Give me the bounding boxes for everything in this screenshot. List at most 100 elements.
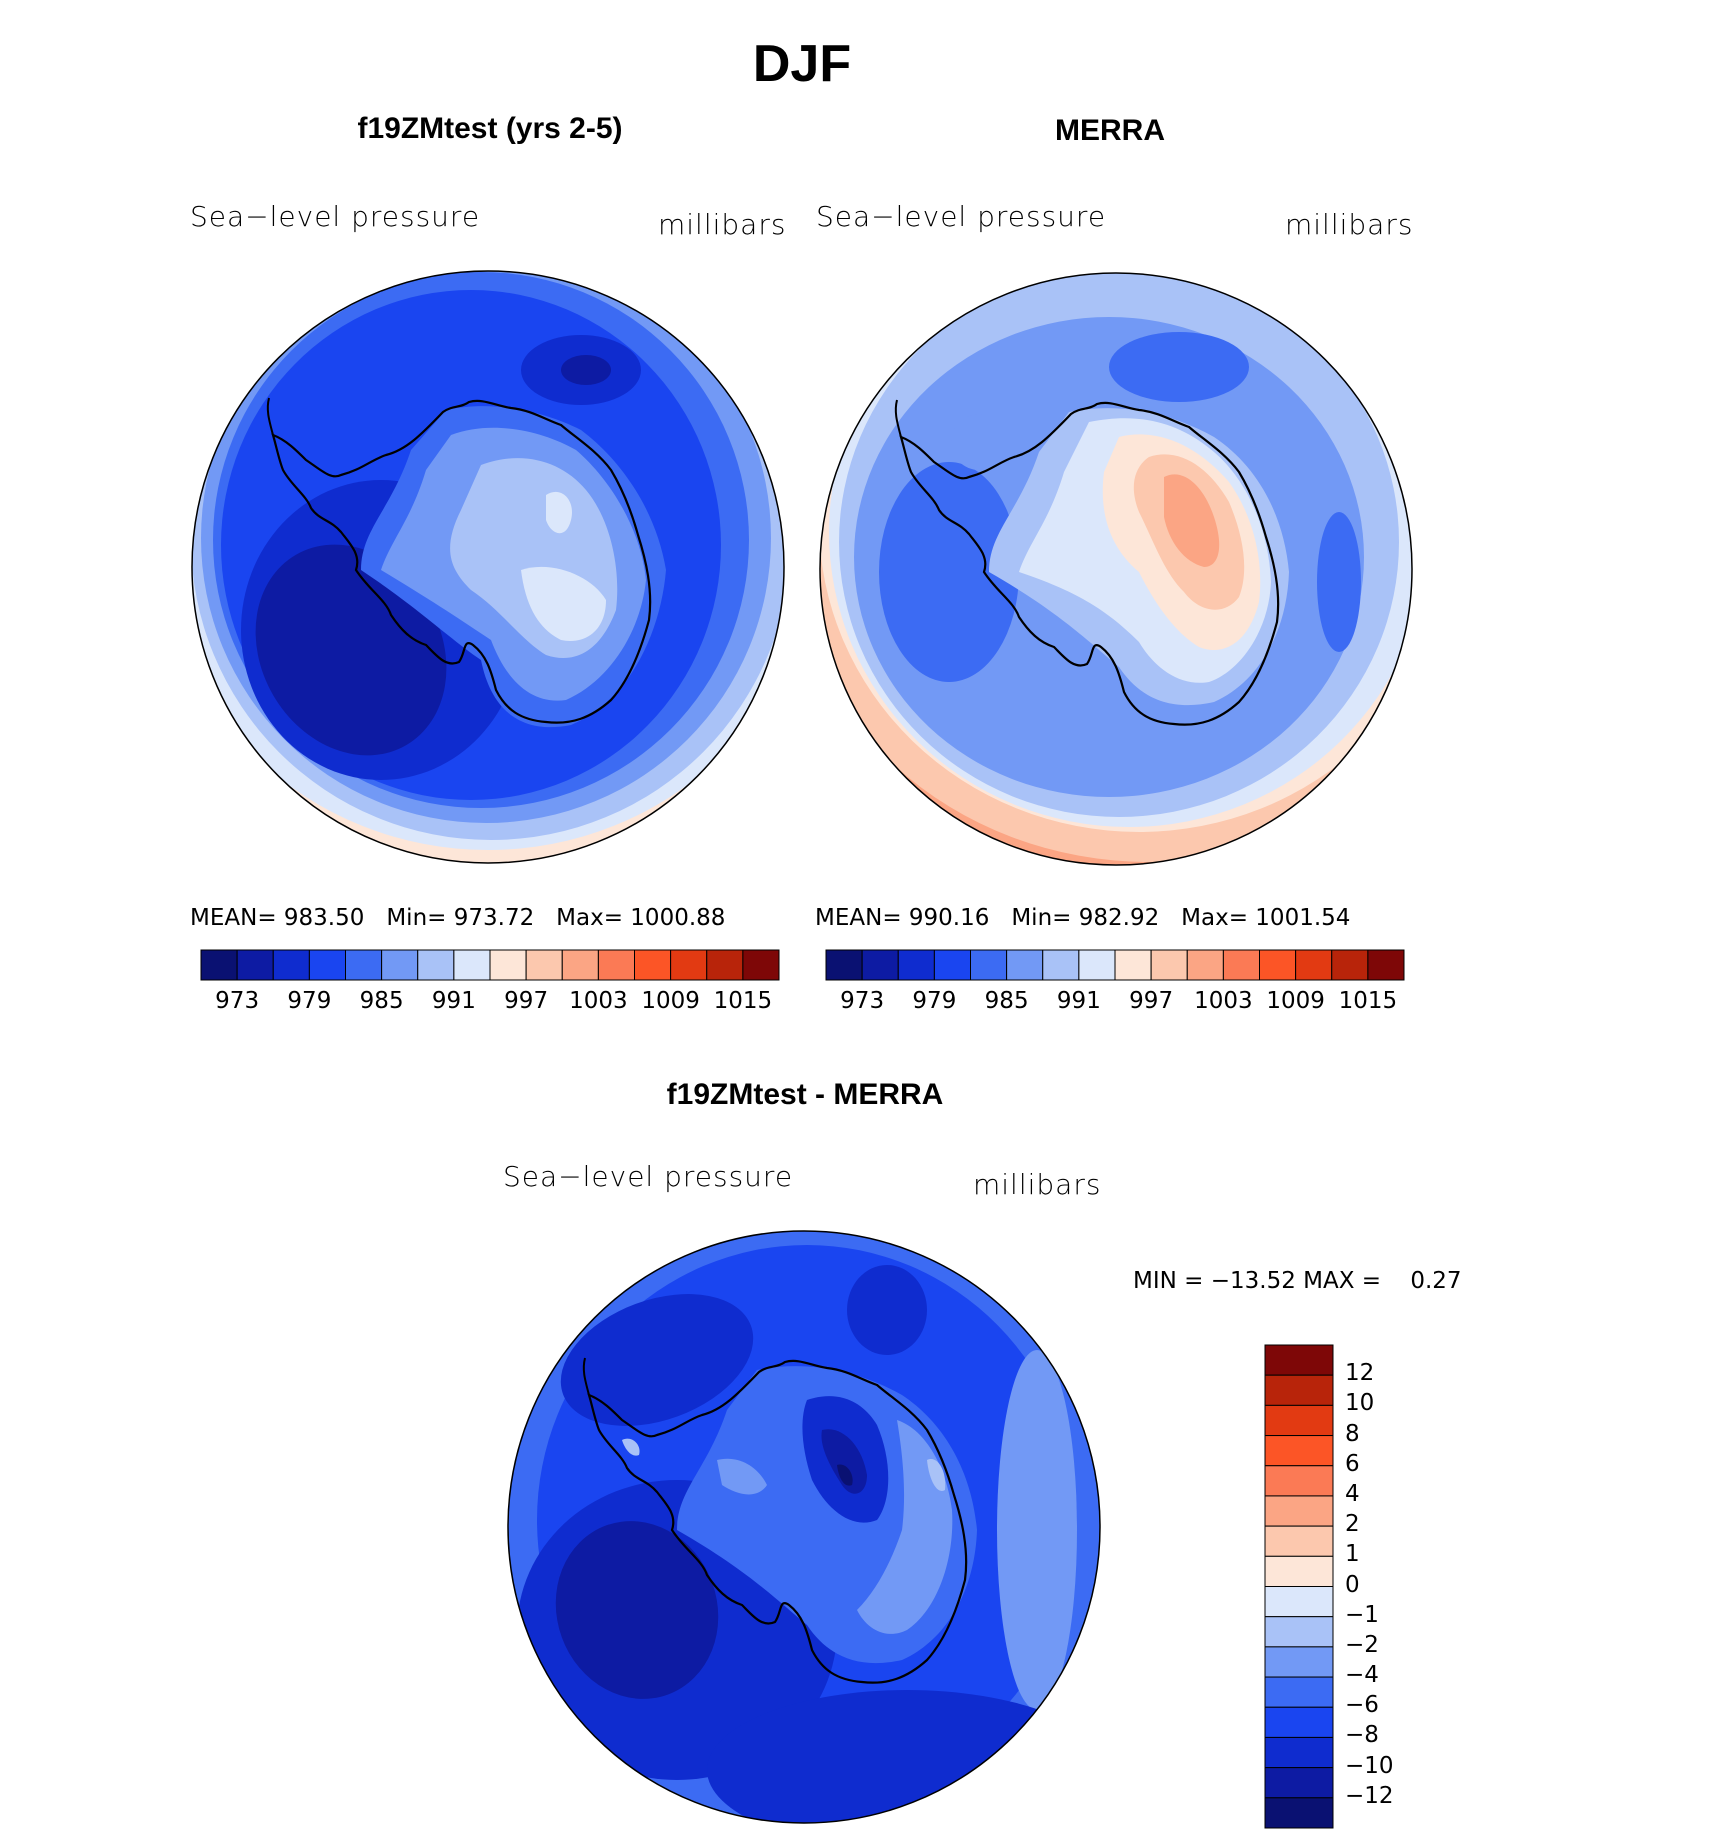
colorbar-swatch bbox=[417, 949, 455, 981]
colorbar-swatch bbox=[1264, 1586, 1334, 1618]
colorbar-swatch bbox=[1264, 1616, 1334, 1648]
colorbar-swatch bbox=[1367, 949, 1405, 981]
colorbar-swatch bbox=[272, 949, 310, 981]
panel-2-map bbox=[819, 272, 1413, 866]
diff-panel-colorbar-ticks: 12 10 8 6 4 2 1 0 −1 −2 −4 −6 −8 −10 −12 bbox=[1345, 1344, 1435, 1829]
colorbar-swatch bbox=[1331, 949, 1369, 981]
colorbar-swatch bbox=[1264, 1767, 1334, 1799]
colorbar-swatch bbox=[970, 949, 1008, 981]
colorbar-swatch bbox=[1264, 1465, 1334, 1497]
colorbar-swatch bbox=[1150, 949, 1188, 981]
colorbar-tick-label: 2 bbox=[1345, 1511, 1360, 1538]
colorbar-swatch bbox=[1078, 949, 1116, 981]
colorbar-tick-label: 0 bbox=[1345, 1571, 1360, 1598]
panel-1-units-label: millibars bbox=[658, 208, 787, 241]
colorbar-swatch bbox=[706, 949, 744, 981]
colorbar-swatch bbox=[1042, 949, 1080, 981]
colorbar-swatch bbox=[1114, 949, 1152, 981]
colorbar-swatch bbox=[1222, 949, 1260, 981]
colorbar-tick-label: −8 bbox=[1345, 1722, 1379, 1749]
colorbar-tick-label: −4 bbox=[1345, 1662, 1379, 1689]
colorbar-swatch bbox=[825, 949, 863, 981]
colorbar-swatch bbox=[670, 949, 708, 981]
colorbar-swatch bbox=[1264, 1404, 1334, 1437]
colorbar-swatch bbox=[1264, 1676, 1334, 1708]
colorbar-tick-label: 979 bbox=[912, 988, 957, 1014]
colorbar-swatch bbox=[1259, 949, 1297, 981]
colorbar-swatch bbox=[1264, 1736, 1334, 1769]
colorbar-tick-label: 12 bbox=[1345, 1360, 1375, 1387]
colorbar-tick-label: 1003 bbox=[569, 988, 628, 1014]
colorbar-tick-label: 4 bbox=[1345, 1480, 1360, 1507]
colorbar-tick-label: 1009 bbox=[641, 988, 700, 1014]
colorbar-tick-label: 1 bbox=[1345, 1541, 1360, 1568]
colorbar-swatch bbox=[1186, 949, 1224, 981]
colorbar-tick-label: 985 bbox=[359, 988, 404, 1014]
colorbar-tick-label: 979 bbox=[287, 988, 332, 1014]
colorbar-swatch bbox=[1264, 1525, 1334, 1557]
colorbar-tick-label: −10 bbox=[1345, 1752, 1394, 1779]
colorbar-swatch bbox=[236, 949, 274, 981]
colorbar-swatch bbox=[1264, 1435, 1334, 1467]
diff-panel-min-max: MIN = −13.52 MAX = 0.27 bbox=[1133, 1268, 1462, 1294]
colorbar-tick-label: 973 bbox=[215, 988, 260, 1014]
colorbar-swatch bbox=[861, 949, 899, 981]
colorbar-swatch bbox=[381, 949, 419, 981]
colorbar-swatch bbox=[200, 949, 238, 981]
colorbar-tick-label: 1009 bbox=[1266, 988, 1325, 1014]
panel-1-stats: MEAN= 983.50 Min= 973.72 Max= 1000.88 bbox=[190, 905, 726, 931]
colorbar-tick-label: 10 bbox=[1345, 1390, 1375, 1417]
diff-panel-variable-label: Sea−level pressure bbox=[503, 1160, 794, 1193]
diff-panel-units-label: millibars bbox=[973, 1168, 1102, 1201]
panel-2-colorbar-ticks: 973 979 985 991 997 1003 1009 1015 bbox=[826, 988, 1404, 1018]
colorbar-tick-label: 985 bbox=[984, 988, 1029, 1014]
panel-1-variable-label: Sea−level pressure bbox=[190, 200, 481, 233]
colorbar-tick-label: −12 bbox=[1345, 1782, 1394, 1809]
figure-title: DJF bbox=[752, 35, 852, 93]
colorbar-swatch bbox=[742, 949, 780, 981]
colorbar-tick-label: 973 bbox=[840, 988, 885, 1014]
panel-2-stats: MEAN= 990.16 Min= 982.92 Max= 1001.54 bbox=[815, 905, 1351, 931]
diff-panel-map bbox=[507, 1230, 1101, 1824]
colorbar-swatch bbox=[897, 949, 935, 981]
colorbar-swatch bbox=[1264, 1797, 1334, 1829]
colorbar-swatch bbox=[345, 949, 383, 981]
panel-2-variable-label: Sea−level pressure bbox=[816, 200, 1107, 233]
panel-2-units-label: millibars bbox=[1285, 208, 1414, 241]
colorbar-swatch bbox=[1264, 1344, 1334, 1376]
colorbar-swatch bbox=[1264, 1374, 1334, 1406]
colorbar-swatch bbox=[1264, 1495, 1334, 1527]
panel-1-colorbar-ticks: 973 979 985 991 997 1003 1009 1015 bbox=[201, 988, 779, 1018]
colorbar-swatch bbox=[1295, 949, 1333, 981]
colorbar-tick-label: 6 bbox=[1345, 1450, 1360, 1477]
panel-1-map bbox=[191, 270, 785, 864]
colorbar-tick-label: 8 bbox=[1345, 1420, 1360, 1447]
colorbar-swatch bbox=[634, 949, 672, 981]
colorbar-swatch bbox=[561, 949, 599, 981]
colorbar-swatch bbox=[525, 949, 563, 981]
colorbar-swatch bbox=[1006, 949, 1044, 981]
diff-panel-colorbar bbox=[1264, 1344, 1334, 1829]
colorbar-tick-label: 1015 bbox=[713, 988, 773, 1014]
colorbar-swatch bbox=[1264, 1706, 1334, 1738]
panel-1-title: f19ZMtest (yrs 2-5) bbox=[357, 112, 623, 145]
colorbar-tick-label: 1003 bbox=[1194, 988, 1253, 1014]
colorbar-tick-label: −1 bbox=[1345, 1601, 1379, 1628]
colorbar-swatch bbox=[1264, 1646, 1334, 1678]
colorbar-tick-label: 1015 bbox=[1338, 988, 1398, 1014]
colorbar-swatch bbox=[597, 949, 635, 981]
colorbar-tick-label: 997 bbox=[1129, 988, 1174, 1014]
colorbar-tick-label: −2 bbox=[1345, 1631, 1379, 1658]
diff-panel-title: f19ZMtest - MERRA bbox=[666, 1078, 944, 1111]
colorbar-swatch bbox=[1264, 1555, 1334, 1587]
colorbar-swatch bbox=[453, 949, 491, 981]
panel-2-colorbar bbox=[825, 949, 1405, 981]
colorbar-tick-label: 997 bbox=[504, 988, 549, 1014]
colorbar-swatch bbox=[308, 949, 346, 981]
colorbar-tick-label: 991 bbox=[1056, 988, 1101, 1014]
panel-1-colorbar bbox=[200, 949, 780, 981]
panel-2-title: MERRA bbox=[1055, 114, 1165, 147]
colorbar-swatch bbox=[489, 949, 527, 981]
colorbar-swatch bbox=[933, 949, 971, 981]
colorbar-tick-label: −6 bbox=[1345, 1692, 1379, 1719]
